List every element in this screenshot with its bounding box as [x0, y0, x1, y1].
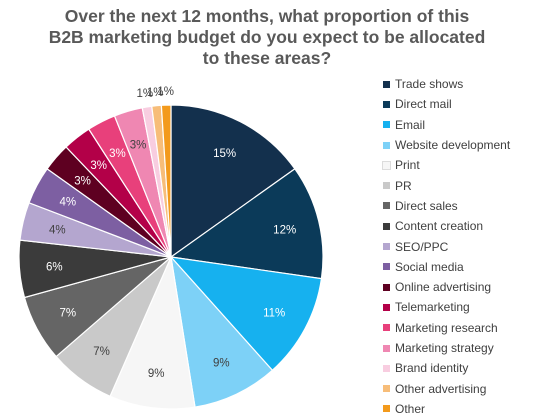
legend-label: Brand identity — [395, 361, 469, 376]
data-label-telemarketing: 3% — [90, 160, 107, 172]
legend-label: Direct mail — [395, 97, 452, 112]
data-label-website-development: 9% — [213, 358, 230, 370]
chart-title-line-3: to these areas? — [202, 48, 332, 68]
chart-title: Over the next 12 months, what proportion… — [0, 6, 534, 69]
data-label-direct-mail: 12% — [273, 224, 296, 236]
legend-item-direct-sales: Direct sales — [383, 196, 510, 216]
legend-label: Website development — [395, 138, 511, 153]
legend-label: Trade shows — [395, 77, 464, 92]
legend-item-trade-shows: Trade shows — [383, 74, 510, 94]
data-label-online-advertising: 3% — [74, 175, 91, 187]
pie-slice-trade-shows — [170, 104, 296, 259]
legend-swatch — [383, 364, 390, 372]
data-label-direct-sales: 7% — [59, 307, 76, 319]
chart-legend: Trade shows Direct mail Email Website devel… — [382, 74, 510, 419]
data-label-email: 11% — [263, 307, 285, 319]
legend-swatch — [382, 160, 391, 170]
legend-swatch — [383, 80, 390, 88]
legend-item-marketing-strategy: Marketing strategy — [383, 338, 510, 358]
legend-swatch — [383, 100, 390, 108]
legend-item-telemarketing: Telemarketing — [383, 297, 510, 317]
data-label-other-advertising: 1% — [147, 87, 164, 99]
legend-label: Print — [395, 158, 420, 173]
legend-swatch — [383, 385, 390, 393]
data-label-social-media: 4% — [59, 197, 76, 209]
legend-label: Marketing strategy — [395, 341, 494, 355]
pie-slice-direct-mail — [169, 167, 324, 280]
legend-label: Other — [395, 401, 426, 416]
legend-label: Social media — [395, 259, 464, 274]
data-label-content-creation: 6% — [46, 261, 63, 273]
pie-slice-print — [109, 254, 196, 410]
legend-item-direct-mail: Direct mail — [383, 94, 510, 114]
legend-swatch — [383, 324, 390, 332]
legend-label: Telemarketing — [395, 300, 470, 315]
legend-swatch — [383, 121, 390, 129]
pie-slice-email — [169, 256, 323, 372]
legend-item-email: Email — [383, 115, 510, 135]
legend-swatch — [383, 405, 390, 413]
data-label-seo-ppc: 4% — [49, 224, 66, 236]
legend-label: Content creation — [395, 219, 484, 234]
legend-swatch — [383, 263, 390, 271]
legend-label: SEO/PPC — [395, 239, 449, 254]
legend-item-seo-ppc: SEO/PPC — [383, 236, 510, 256]
legend-label: Online advertising — [395, 280, 492, 295]
chart-title-line-1: Over the next 12 months, what proportion… — [64, 6, 470, 26]
data-label-pr: 7% — [93, 346, 110, 358]
data-label-brand-identity: 1% — [136, 88, 153, 100]
data-label-marketing-research: 3% — [109, 148, 126, 160]
data-label-marketing-strategy: 3% — [130, 140, 147, 152]
legend-swatch — [383, 243, 390, 251]
legend-swatch — [383, 182, 390, 190]
legend-label: Other advertising — [395, 381, 487, 396]
legend-label: Email — [395, 117, 426, 132]
legend-label: PR — [395, 178, 412, 193]
pie-slice-website-development — [170, 255, 274, 408]
legend-item-print: Print — [382, 155, 510, 175]
legend-swatch — [383, 303, 390, 311]
legend-label: Direct sales — [395, 198, 458, 213]
legend-item-online-advertising: Online advertising — [383, 277, 510, 297]
legend-swatch — [383, 202, 390, 210]
legend-item-social-media: Social media — [383, 257, 510, 277]
pie-slice-other — [160, 104, 172, 258]
legend-item-pr: PR — [383, 175, 510, 195]
data-label-other: 1% — [157, 86, 174, 98]
legend-label: Marketing research — [395, 320, 498, 335]
data-label-print: 9% — [148, 368, 165, 380]
data-label-trade-shows: 15% — [213, 148, 236, 160]
legend-swatch — [383, 141, 390, 149]
chart-title-line-2: B2B marketing budget do you expect to be… — [48, 27, 486, 47]
legend-item-website-development: Website development — [383, 135, 510, 155]
legend-item-other: Other — [383, 399, 510, 419]
legend-item-brand-identity: Brand identity — [383, 358, 510, 378]
legend-item-content-creation: Content creation — [383, 216, 510, 236]
legend-swatch — [383, 344, 390, 352]
legend-item-marketing-research: Marketing research — [383, 318, 510, 338]
legend-swatch — [383, 283, 390, 291]
legend-item-other-advertising: Other advertising — [383, 378, 510, 398]
legend-swatch — [383, 222, 390, 230]
